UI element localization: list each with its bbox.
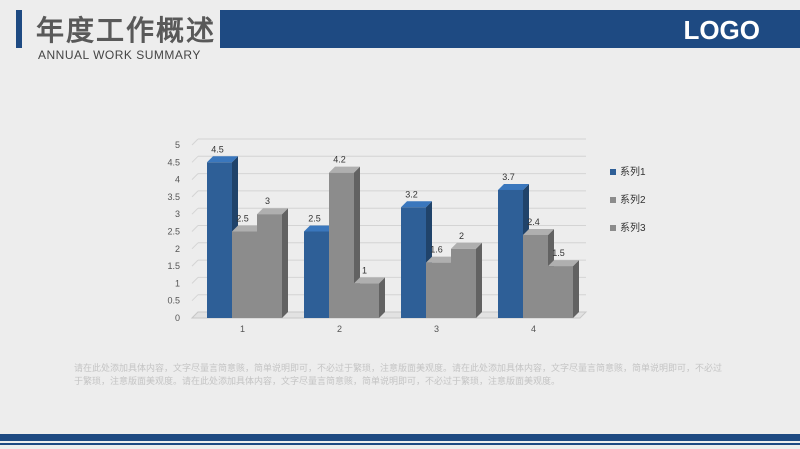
bar-系列3-3	[451, 242, 482, 318]
bar-系列2-4	[523, 228, 554, 318]
legend-swatch	[610, 197, 616, 203]
data-label: 2.5	[308, 214, 321, 224]
data-label: 2.4	[527, 217, 540, 227]
y-tick-label: 0	[175, 313, 180, 323]
y-tick-label: 0.5	[167, 296, 180, 306]
y-tick-label: 5	[175, 140, 180, 150]
data-label: 3	[265, 196, 270, 206]
page-subtitle: ANNUAL WORK SUMMARY	[38, 48, 201, 62]
bar-系列1-4	[498, 183, 529, 318]
legend-label: 系列1	[620, 165, 646, 178]
x-tick-label: 4	[531, 324, 536, 334]
y-tick-label: 3	[175, 209, 180, 219]
bar-系列3-2	[354, 277, 385, 318]
data-label: 1.5	[552, 248, 565, 258]
data-label: 4.5	[211, 144, 224, 154]
y-tick-label: 4	[175, 175, 180, 185]
x-axis-ticks: 1 2 3 4	[240, 324, 536, 334]
data-label: 4.2	[333, 155, 346, 165]
x-tick-label: 1	[240, 324, 245, 334]
data-label: 2	[459, 231, 464, 241]
y-tick-label: 1	[175, 278, 180, 288]
footer-band	[0, 434, 800, 441]
chart-legend: 系列1 系列2 系列3	[610, 165, 646, 234]
data-label: 1	[362, 265, 367, 275]
data-label: 3.2	[405, 189, 418, 199]
y-tick-label: 2.5	[167, 227, 180, 237]
data-label: 2.5	[236, 214, 249, 224]
data-labels: 4.5 2.5 3 2.5 4.2 1 3.2 1.6 2 3.7 2.4 1.5	[211, 144, 565, 275]
y-tick-label: 3.5	[167, 192, 180, 202]
body-text: 请在此处添加具体内容，文字尽量言简意赅，简单说明即可，不必过于繁琐，注意版面美观…	[74, 363, 723, 386]
bar-chart: 0 0.5 1 1.5 2 2.5 3 3.5 4 4.5 5 4.5 2.5 3 2.5 4.2 1 3.2 1…	[167, 138, 646, 334]
footer-line	[0, 443, 800, 445]
y-tick-label: 1.5	[167, 261, 180, 271]
bar-系列3-1	[257, 208, 288, 318]
header-band: LOGO	[220, 10, 800, 48]
y-axis-ticks: 0 0.5 1 1.5 2 2.5 3 3.5 4 4.5 5	[167, 140, 180, 323]
legend-label: 系列2	[620, 193, 646, 206]
legend-swatch	[610, 225, 616, 231]
legend-swatch	[610, 169, 616, 175]
x-tick-label: 3	[434, 324, 439, 334]
data-label: 3.7	[502, 172, 515, 182]
chart-bars	[207, 156, 579, 318]
y-tick-label: 2	[175, 244, 180, 254]
logo: LOGO	[683, 15, 760, 45]
y-tick-label: 4.5	[167, 157, 180, 167]
legend-label: 系列3	[620, 221, 646, 234]
data-label: 1.6	[430, 245, 443, 255]
title-accent-bar	[16, 10, 22, 48]
page-title: 年度工作概述	[36, 14, 217, 47]
bar-系列3-4	[548, 260, 579, 318]
x-tick-label: 2	[337, 324, 342, 334]
